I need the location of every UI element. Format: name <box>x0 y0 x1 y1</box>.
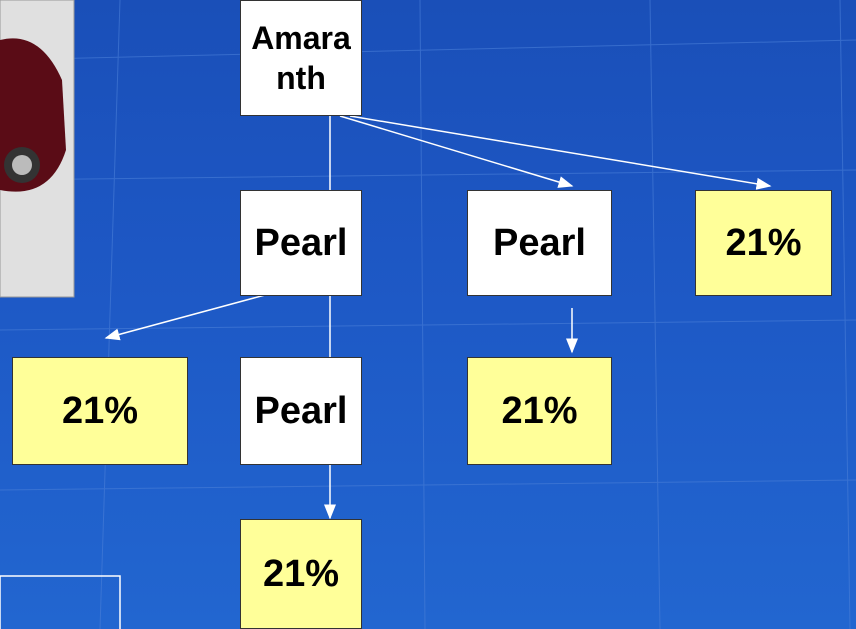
node-label: Amara <box>251 18 351 58</box>
node-box: Pearl <box>240 357 362 465</box>
node-box: 21% <box>240 519 362 629</box>
connectors <box>106 116 770 518</box>
node-label: 21% <box>725 222 801 265</box>
node-box: 21% <box>12 357 188 465</box>
node-box: Pearl <box>240 190 362 296</box>
slide: Amara nth Pearl Pearl 21% 21% Pearl 21% … <box>0 0 856 629</box>
node-label: 21% <box>62 390 138 433</box>
car-image <box>0 0 74 297</box>
node-label: Pearl <box>255 222 348 265</box>
node-box: 21% <box>695 190 832 296</box>
outline-box <box>0 576 120 629</box>
node-label: 21% <box>263 553 339 596</box>
node-box: Pearl <box>467 190 612 296</box>
background-decor <box>0 0 856 629</box>
node-label: 21% <box>501 390 577 433</box>
node-box: 21% <box>467 357 612 465</box>
node-box: Amara nth <box>240 0 362 116</box>
node-label: nth <box>276 58 326 98</box>
node-label: Pearl <box>493 222 586 265</box>
node-label: Pearl <box>255 390 348 433</box>
grid <box>0 0 856 629</box>
